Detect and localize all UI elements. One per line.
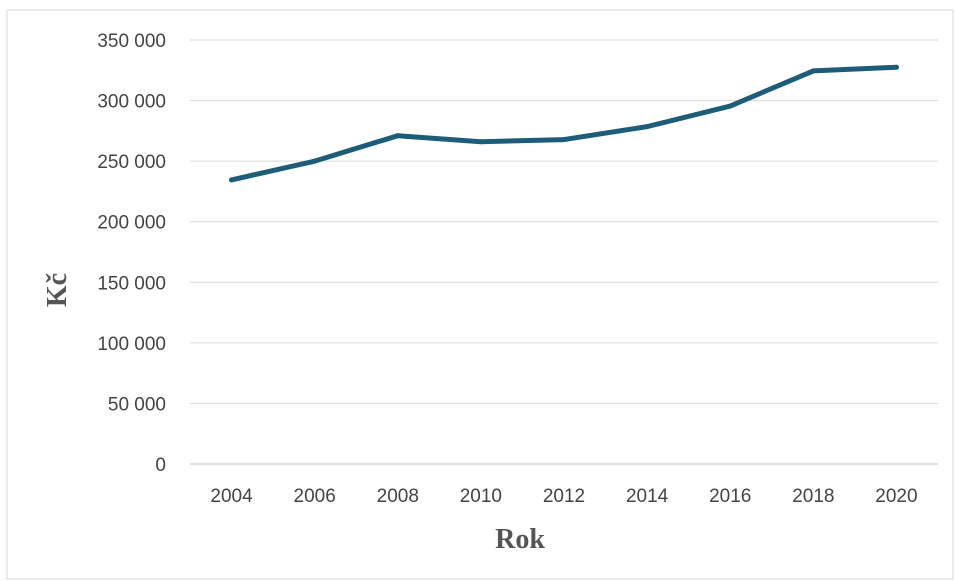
x-tick-label: 2008 — [377, 486, 419, 507]
data-point — [561, 137, 567, 143]
x-tick-label: 2010 — [460, 486, 502, 507]
data-point — [727, 103, 733, 109]
x-tick-label: 2014 — [626, 486, 669, 507]
data-point — [478, 139, 484, 145]
y-tick-label: 350 000 — [97, 31, 166, 52]
x-tick-label: 2016 — [709, 486, 751, 507]
data-point — [810, 68, 816, 74]
y-tick-label: 250 000 — [97, 152, 166, 173]
x-tick-label: 2004 — [210, 486, 253, 507]
x-tick-label: 2018 — [792, 486, 834, 507]
x-tick-label: 2006 — [294, 486, 336, 507]
data-point — [229, 177, 235, 183]
data-point — [395, 133, 401, 139]
y-axis-ticks: 0 50 000 100 000 150 000 200 000 250 000 300 0… — [97, 31, 166, 476]
y-axis-title: Kč — [42, 273, 73, 307]
x-tick-label: 2020 — [875, 486, 917, 507]
series-layer — [229, 64, 899, 183]
chart-border — [6, 9, 954, 580]
data-point — [312, 158, 318, 164]
y-tick-label: 50 000 — [108, 394, 166, 415]
y-tick-label: 150 000 — [97, 273, 166, 294]
y-tick-label: 300 000 — [97, 92, 166, 113]
y-tick-label: 0 — [155, 455, 166, 476]
y-tick-label: 100 000 — [97, 334, 166, 355]
x-axis-title: Rok — [495, 524, 545, 555]
grid-lines — [190, 39, 938, 465]
y-tick-label: 200 000 — [97, 213, 166, 234]
x-tick-label: 2012 — [543, 486, 585, 507]
x-axis-ticks: 2004 2006 2008 2010 2012 2014 2016 2018 2020 — [210, 486, 917, 507]
series-line — [229, 64, 899, 183]
data-point — [893, 64, 899, 70]
data-point — [644, 124, 650, 130]
